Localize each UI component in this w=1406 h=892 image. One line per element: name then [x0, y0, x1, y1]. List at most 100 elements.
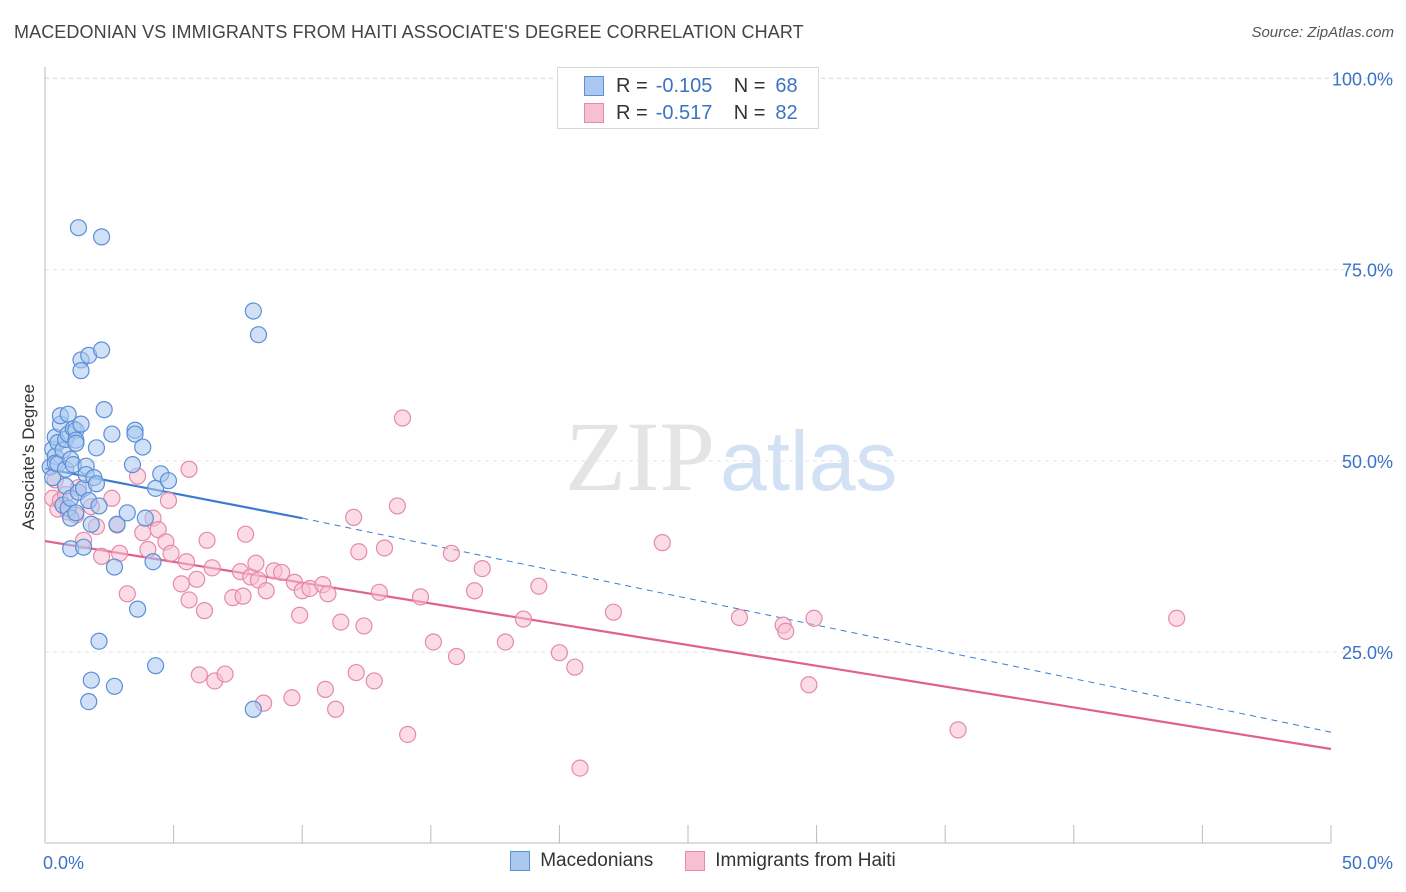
y-tick-label: 100.0%: [1332, 70, 1393, 90]
haiti-point: [327, 700, 345, 718]
haiti-point: [190, 666, 208, 684]
y-tick-label: 75.0%: [1342, 261, 1393, 281]
stats-row-haiti: R = -0.517 N = 82: [584, 101, 798, 125]
macedonian-point: [82, 671, 100, 689]
haiti-point: [530, 577, 548, 595]
legend-swatch-blue: [584, 76, 604, 96]
macedonian-point: [69, 219, 88, 237]
macedonian-point: [90, 497, 108, 515]
macedonian-point: [87, 475, 106, 493]
haiti-point: [159, 491, 178, 510]
source-label: Source: ZipAtlas.com: [1251, 24, 1394, 41]
haiti-point: [332, 613, 350, 631]
haiti-point: [180, 591, 198, 609]
macedonian-point: [87, 439, 106, 457]
y-axis-label: Associate's Degree: [19, 384, 38, 530]
macedonian-point: [144, 553, 162, 571]
watermark-zip: ZIP: [565, 401, 715, 512]
haiti-point: [162, 544, 180, 562]
haiti-point: [92, 547, 111, 565]
y-tick-label: 50.0%: [1342, 452, 1393, 472]
haiti-point: [149, 521, 167, 539]
haiti-point: [571, 759, 589, 777]
haiti-point: [103, 489, 121, 507]
haiti-point: [370, 583, 388, 601]
macedonian-point: [74, 538, 93, 556]
macedonian-point: [134, 438, 152, 456]
haiti-point: [375, 539, 394, 557]
macedonian-point: [126, 425, 144, 443]
macedonian-point: [249, 326, 268, 344]
haiti-point: [350, 543, 368, 561]
haiti-point: [730, 608, 749, 627]
macedonian-point: [90, 632, 108, 650]
haiti-point: [514, 610, 532, 628]
haiti-point: [118, 585, 136, 603]
macedonian-point: [67, 434, 85, 452]
y-tick-label: 25.0%: [1342, 643, 1393, 663]
haiti-point: [247, 554, 265, 572]
haiti-point: [777, 622, 795, 640]
macedonian-point: [136, 509, 154, 527]
haiti-point: [347, 663, 365, 682]
legend-label: Immigrants from Haiti: [715, 850, 896, 871]
macedonian-point: [128, 600, 147, 618]
haiti-point: [177, 553, 196, 571]
macedonian-point: [159, 472, 178, 490]
r-label: R =: [616, 74, 648, 97]
tick-labels: 25.0% 50.0% 75.0% 100.0% 0.0% 50.0%: [43, 70, 1393, 873]
haiti-point: [447, 647, 466, 666]
macedonian-point: [67, 504, 85, 522]
macedonian-point: [108, 515, 126, 533]
haiti-point: [198, 531, 216, 549]
haiti-point: [172, 575, 190, 593]
legend-swatch-pink: [685, 851, 706, 871]
haiti-point: [345, 508, 363, 526]
macedonian-point: [92, 341, 111, 359]
macedonian-point: [146, 657, 165, 675]
haiti-point: [195, 602, 214, 620]
macedonian-point: [92, 228, 111, 246]
legend-swatch-blue: [510, 851, 531, 871]
macedonian-point: [95, 401, 113, 419]
haiti-point: [134, 524, 152, 542]
haiti-point: [355, 617, 373, 635]
haiti-point: [550, 644, 569, 662]
r-label: R =: [616, 101, 648, 124]
grid-lines: [45, 77, 1393, 653]
haiti-point: [399, 725, 417, 744]
axes: [44, 67, 1332, 844]
haiti-point: [465, 582, 484, 600]
haiti-point: [411, 588, 430, 606]
chart-title: MACEDONIAN VS IMMIGRANTS FROM HAITI ASSO…: [14, 22, 804, 42]
macedonian-point: [123, 456, 142, 474]
watermark-atlas: atlas: [720, 414, 897, 508]
data-points: [41, 219, 1186, 777]
haiti-point: [283, 689, 301, 707]
haiti-point: [216, 665, 234, 683]
haiti-point: [316, 680, 334, 698]
macedonian-point: [244, 700, 262, 718]
haiti-point: [257, 582, 275, 600]
r-value: -0.517: [655, 101, 713, 124]
haiti-point: [319, 585, 337, 603]
legend-item-macedonians[interactable]: Macedonians: [510, 850, 653, 872]
haiti-point: [805, 609, 823, 627]
n-value: 82: [775, 101, 798, 124]
legend-item-haiti[interactable]: Immigrants from Haiti: [685, 850, 896, 872]
legend-label: Macedonians: [540, 850, 654, 871]
legend-swatch-pink: [584, 103, 604, 123]
haiti-point: [566, 658, 584, 676]
series-legend: Macedonians Immigrants from Haiti: [0, 850, 1406, 872]
haiti-point: [653, 534, 671, 552]
macedonian-point: [105, 558, 124, 576]
macedonian-point: [82, 515, 100, 533]
haiti-point: [496, 633, 514, 651]
haiti-point: [442, 544, 460, 562]
haiti-point: [203, 559, 221, 577]
n-value: 68: [775, 74, 798, 97]
haiti-point: [800, 676, 818, 694]
macedonian-point: [244, 302, 262, 320]
haiti-point: [291, 606, 309, 624]
